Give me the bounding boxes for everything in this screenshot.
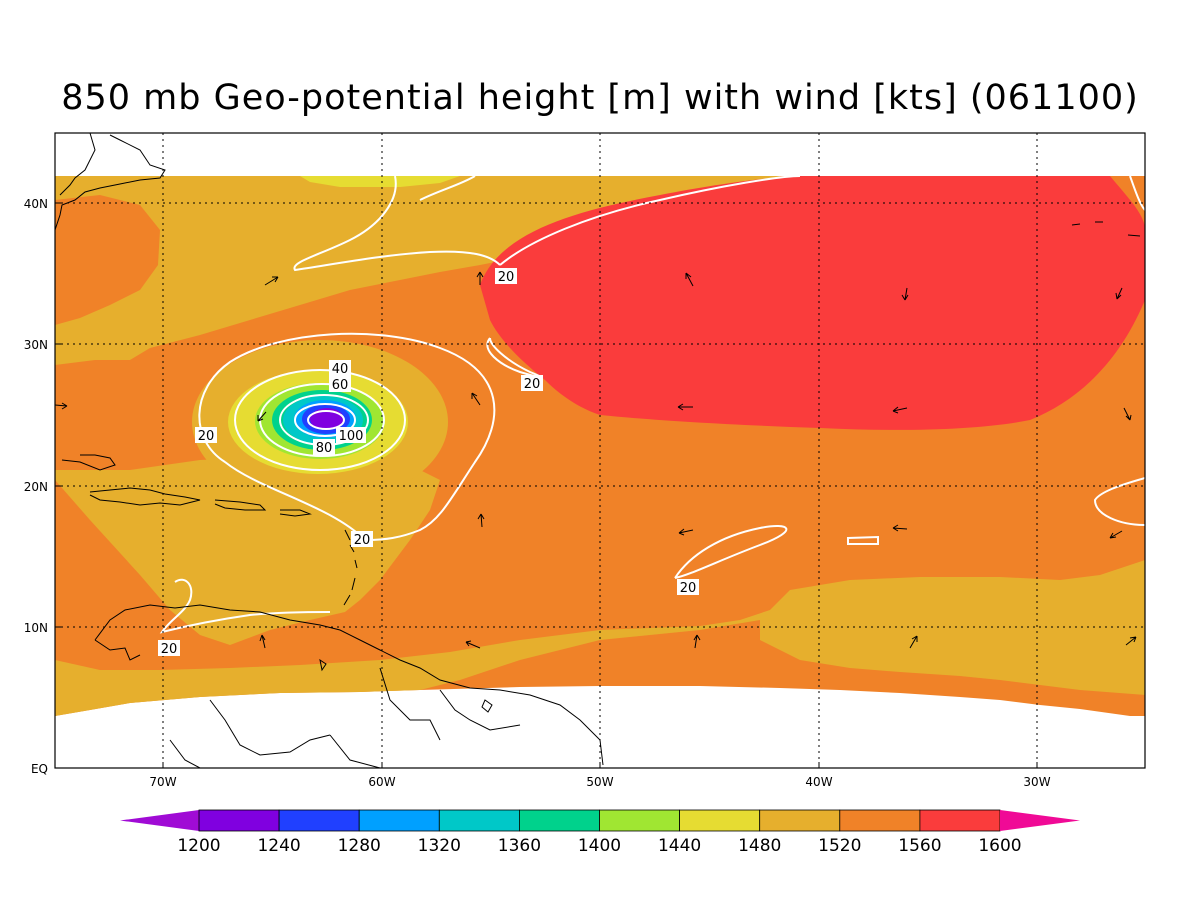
wind-arrow xyxy=(1123,407,1132,421)
colorbar-tick-label: 1400 xyxy=(578,836,621,856)
lon-label: 70W xyxy=(149,775,176,789)
colorbar-tick-label: 1320 xyxy=(418,836,461,856)
lat-labels: 40N 30N 20N 10N EQ xyxy=(24,197,48,776)
lat-label: 30N xyxy=(24,338,48,352)
colorbar-tick-label: 1520 xyxy=(818,836,861,856)
colorbar-segment xyxy=(679,809,761,832)
colorbar-tick-label: 1360 xyxy=(498,836,541,856)
contour-label: 80 xyxy=(316,441,333,456)
wind-contour-20-north2 xyxy=(419,175,476,201)
lon-label: 30W xyxy=(1023,775,1050,789)
contour-labels: 20 20 20 20 20 20 40 60 80 100 xyxy=(158,268,699,657)
wind-contour-20-caribbean xyxy=(159,578,331,634)
wind-arrow xyxy=(677,403,693,411)
wind-arrow xyxy=(901,287,909,301)
coastline-misc-islands xyxy=(319,221,1141,713)
colorbar-segment xyxy=(278,809,360,832)
wind-contour-20-south xyxy=(674,525,788,579)
lat-label: 40N xyxy=(24,197,48,211)
wind-arrow xyxy=(909,635,918,649)
colorbar-tick-label: 1480 xyxy=(738,836,781,856)
colorbar-segment xyxy=(839,809,921,832)
contour-label: 20 xyxy=(680,581,697,596)
colorbar-tick-label: 1200 xyxy=(177,836,220,856)
contour-label: 20 xyxy=(161,642,178,657)
wind-arrow xyxy=(259,634,266,649)
wind-arrow xyxy=(264,276,279,286)
coastline-lesser-antilles xyxy=(343,529,358,606)
fill-1480-1520-sw xyxy=(55,520,1145,716)
wind-arrow xyxy=(892,524,908,532)
lon-label: 60W xyxy=(368,775,395,789)
wind-arrow xyxy=(465,640,481,649)
colorbar-tick-label: 1560 xyxy=(898,836,941,856)
colorbar-segment xyxy=(198,809,280,832)
graticule xyxy=(55,133,1145,768)
contour-label: 20 xyxy=(354,533,371,548)
colorbar-arrow-high xyxy=(1000,810,1080,831)
contour-label: 60 xyxy=(332,378,349,393)
fill-1520-1560-nband xyxy=(130,262,540,360)
wind-arrow xyxy=(685,272,694,287)
lat-label: 10N xyxy=(24,621,48,635)
coastline-greater-antilles xyxy=(61,454,312,517)
colorbar-segment xyxy=(358,809,440,832)
contour-label: 20 xyxy=(524,377,541,392)
colorbar-segment xyxy=(759,809,841,832)
wind-contour-20-north xyxy=(293,175,501,272)
map-title: 850 mb Geo-potential height [m] with win… xyxy=(61,78,1139,118)
wind-contour-20-high xyxy=(499,175,801,266)
colorbar-tick-label: 1240 xyxy=(257,836,300,856)
ticks xyxy=(55,202,1038,768)
wind-arrow xyxy=(678,528,694,536)
contour-label: 20 xyxy=(198,429,215,444)
country-borders-south-america xyxy=(169,667,521,768)
lon-labels: 70W 60W 50W 40W 30W xyxy=(149,775,1050,789)
lon-label: 50W xyxy=(586,775,613,789)
colorbar-segment xyxy=(919,809,1001,832)
contour-label: 40 xyxy=(332,362,349,377)
colorbar-arrow-low xyxy=(120,810,199,831)
wind-arrows xyxy=(55,271,1137,649)
colorbar-tick-label: 1280 xyxy=(338,836,381,856)
colorbar-tick-label: 1600 xyxy=(978,836,1021,856)
colorbar-segment xyxy=(599,809,680,832)
wind-contour-40 xyxy=(234,369,406,471)
wind-arrow xyxy=(476,271,484,285)
wind-arrow xyxy=(1109,530,1123,539)
fill-1560-1600 xyxy=(480,176,1145,430)
lat-label: 20N xyxy=(24,480,48,494)
lat-label: EQ xyxy=(31,762,48,776)
colorbar-segment xyxy=(519,809,600,832)
colorbar xyxy=(120,809,1080,832)
wind-arrow xyxy=(477,513,485,528)
contour-label: 100 xyxy=(339,429,364,444)
colorbar-segment xyxy=(438,809,520,832)
wind-arrow xyxy=(1115,287,1123,300)
colorbar-tick-label: 1440 xyxy=(658,836,701,856)
wind-contour-20-east xyxy=(1093,477,1145,526)
wind-contour-120 xyxy=(307,410,345,430)
fill-1200-1240 xyxy=(310,408,344,430)
contour-label: 20 xyxy=(498,270,515,285)
wind-contour-20-ne xyxy=(1129,175,1145,211)
lon-label: 40W xyxy=(805,775,832,789)
coastlines xyxy=(55,133,1141,768)
wind-contour-100 xyxy=(294,403,356,437)
wind-arrow xyxy=(1125,636,1137,646)
fill-1520-1560-nw xyxy=(55,195,160,325)
fill-1440-1480-north xyxy=(300,176,460,187)
wind-arrow xyxy=(471,392,481,406)
wind-arrow xyxy=(257,411,267,422)
colorbar-labels: 1200 1240 1280 1320 1360 1400 1440 1480 1520 1560… xyxy=(177,836,1021,856)
wind-arrow xyxy=(55,402,68,410)
wind-arrow xyxy=(693,634,701,649)
coastline-south-america xyxy=(94,604,604,766)
wind-contour-20-patch xyxy=(847,535,879,545)
wind-arrow xyxy=(892,406,908,414)
coastline-north-america xyxy=(55,133,166,231)
